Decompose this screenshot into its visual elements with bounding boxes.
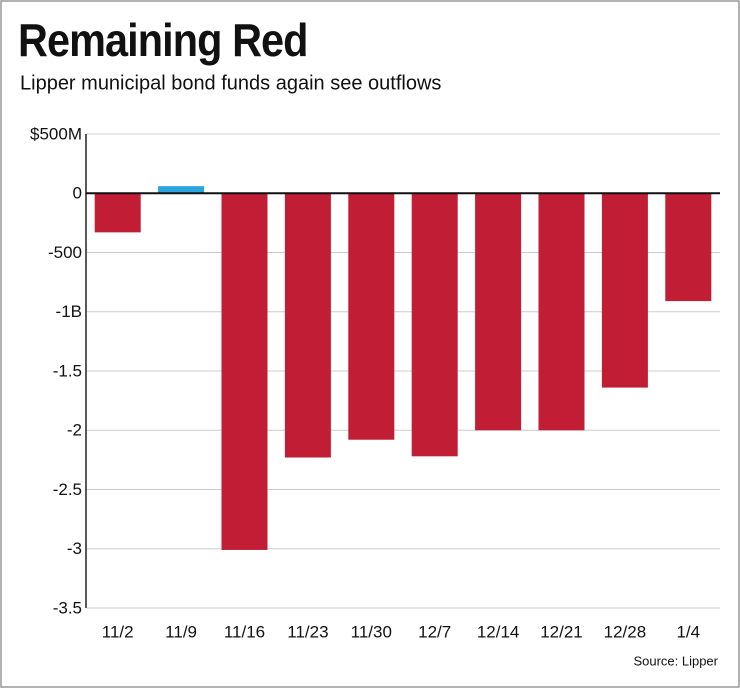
y-tick-label: -1B [56,302,82,321]
y-tick-label: -3 [67,539,82,558]
y-tick-label: -2.5 [53,480,82,499]
y-tick-label: 0 [73,184,82,203]
x-tick-label: 12/14 [477,622,520,641]
y-tick-label: -3.5 [53,598,82,617]
bar [158,186,205,194]
x-tick-label: 11/2 [102,622,134,641]
chart-title: Remaining Red [18,15,308,67]
bar [221,193,268,550]
x-tick-label: 11/30 [351,622,392,641]
bar [601,193,648,388]
bar [475,193,522,431]
x-tick-label: 1/4 [676,622,700,641]
x-tick-label: 11/9 [165,622,197,641]
y-tick-label: $500M [30,124,82,143]
bar [348,193,395,440]
bar [538,193,585,431]
x-tick-label: 11/23 [287,622,328,641]
source-note: Source: Lipper [633,653,718,668]
y-tick-label: -2 [67,421,82,440]
x-tick-label: 12/21 [540,622,583,641]
bar [411,193,458,457]
x-tick-label: 12/7 [418,622,451,641]
x-tick-label: 12/28 [604,622,647,641]
bar [284,193,331,458]
x-tick-label: 11/16 [224,622,265,641]
bar [94,193,141,233]
y-tick-label: -500 [48,243,82,262]
y-tick-label: -1.5 [53,361,82,380]
bar [665,193,712,302]
chart-subtitle: Lipper municipal bond funds again see ou… [20,72,441,94]
